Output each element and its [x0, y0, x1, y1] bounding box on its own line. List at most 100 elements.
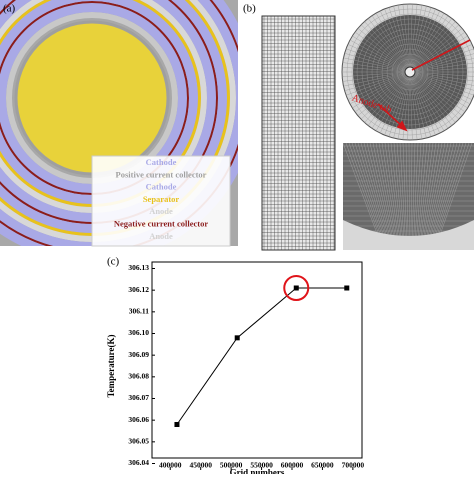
- mesh-line: [347, 71, 411, 100]
- mesh-line: [364, 21, 411, 73]
- x-tick-label: 700000: [342, 461, 365, 470]
- mesh-line: [402, 4, 411, 73]
- mesh-line: [409, 71, 474, 87]
- legend-entry: Cathode: [146, 182, 177, 192]
- legend: Cathode Positive current collector Cathode…: [91, 155, 231, 247]
- mesh-line: [375, 13, 411, 73]
- x-axis-label: Grid numbers: [230, 468, 285, 474]
- mesh-line: [409, 71, 423, 140]
- mesh-line: [371, 15, 411, 73]
- y-axis-label: Temperature(K): [106, 335, 116, 398]
- mesh-line: [342, 71, 411, 77]
- mesh-line: [367, 71, 411, 126]
- x-tick-label: 650000: [311, 461, 334, 470]
- mesh-line: [356, 18, 464, 126]
- mesh-line: [349, 39, 411, 73]
- mesh-line: [409, 31, 466, 73]
- y-tick-label: 306.11: [129, 307, 149, 316]
- mesh-line: [347, 44, 411, 73]
- mesh-line: [366, 28, 454, 116]
- mesh-line: [409, 71, 445, 131]
- mesh-line: [409, 71, 468, 109]
- panel-label: (b): [243, 3, 256, 15]
- legend-entry: Anode: [149, 206, 173, 216]
- y-tick-label: 306.09: [128, 350, 149, 359]
- mesh-line: [409, 53, 474, 73]
- mesh-line: [344, 53, 411, 73]
- mesh-line: [357, 28, 411, 73]
- legend-entry: Positive current collector: [116, 169, 207, 179]
- mesh-line: [409, 71, 427, 139]
- mesh-line: [351, 13, 469, 131]
- mesh-line: [384, 71, 411, 136]
- mesh-line: [409, 4, 418, 73]
- mesh-line: [409, 71, 453, 126]
- mesh-line: [354, 31, 411, 73]
- mesh-line: [409, 71, 436, 136]
- panel-label: (a): [3, 3, 16, 15]
- mesh-line: [409, 18, 453, 73]
- cylinder-mesh: [261, 15, 336, 251]
- mesh-line: [409, 28, 463, 73]
- mesh-line: [409, 71, 473, 100]
- mesh-line: [409, 71, 460, 120]
- mesh-line: [409, 71, 474, 91]
- mesh-line: [384, 8, 411, 73]
- mesh-line: [375, 71, 411, 131]
- data-point: [344, 285, 350, 291]
- mesh-line: [342, 71, 411, 82]
- mesh-line: [393, 5, 411, 73]
- arrows: [377, 39, 471, 132]
- mesh-line: [361, 23, 459, 121]
- mesh-line: [380, 71, 411, 134]
- y-tick-label: 306.07: [128, 393, 149, 402]
- series-line: [176, 287, 347, 425]
- legend-entry: Cathode: [146, 157, 177, 167]
- y-tick-label: 306.04: [128, 458, 149, 467]
- mesh-line: [344, 71, 411, 91]
- y-tick-label: 306.06: [128, 415, 149, 424]
- mesh-line: [357, 71, 411, 116]
- mesh-line: [409, 48, 474, 73]
- mesh-line: [407, 71, 411, 140]
- data-point: [174, 422, 180, 427]
- bottom-mesh: [343, 143, 474, 250]
- mesh-line: [409, 15, 449, 73]
- y-tick-label: 306.13: [128, 263, 149, 272]
- legend-entry: Separator: [143, 194, 180, 204]
- mesh-line: [407, 4, 411, 73]
- mesh-line: [343, 57, 411, 73]
- mesh-line: [409, 44, 473, 73]
- x-tick-label: 550000: [250, 461, 273, 470]
- mesh-line: [386, 48, 434, 96]
- chart: 306.04 306.05 306.06 306.07 306.08 306.09 306.…: [106, 261, 365, 478]
- mesh-line: [409, 71, 471, 105]
- mesh-line: [409, 57, 474, 73]
- mesh-line: [346, 48, 411, 73]
- mesh-line: [354, 71, 411, 113]
- mesh-line: [367, 18, 411, 73]
- mesh-line: [409, 21, 456, 73]
- data-point: [293, 285, 299, 291]
- x-tick-label: 450000: [189, 461, 212, 470]
- mesh-line: [409, 10, 440, 73]
- mesh-line: [409, 71, 466, 113]
- legend-entry: Anode: [149, 231, 173, 241]
- mesh-line: [409, 4, 413, 73]
- mesh-line: [381, 43, 439, 101]
- y-tick-label: 306.05: [128, 437, 149, 446]
- mesh-line: [346, 71, 411, 96]
- mesh-line: [380, 10, 411, 73]
- mesh-line: [409, 71, 463, 116]
- mesh-line: [349, 71, 411, 105]
- mesh-line: [371, 71, 411, 129]
- mesh-line: [409, 7, 432, 73]
- mesh-line: [352, 35, 411, 73]
- mesh-line: [409, 71, 449, 129]
- mesh-line: [409, 71, 456, 123]
- mesh-line: [409, 71, 418, 140]
- circle-mesh: [341, 3, 474, 141]
- mesh-line: [342, 62, 411, 73]
